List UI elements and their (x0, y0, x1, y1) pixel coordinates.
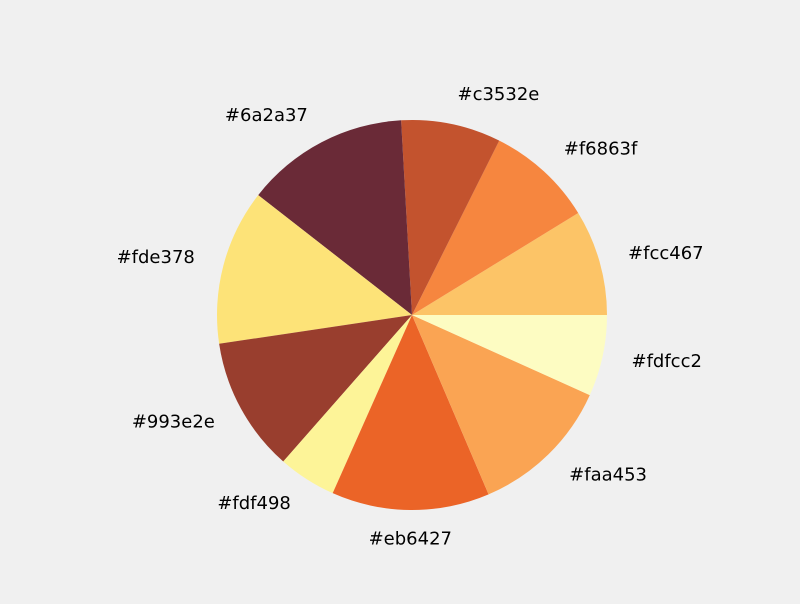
pie-slice (219, 315, 412, 462)
pie-slice (401, 120, 500, 315)
slice-label: #faa453 (569, 464, 647, 485)
pie-labels: #fcc467 #f6863f #c3532e #6a2a37 #fde378 #993e… (117, 84, 704, 549)
slice-label: #eb6427 (369, 528, 452, 549)
slice-label: #c3532e (458, 84, 540, 105)
slice-label: #6a2a37 (225, 105, 308, 126)
pie-slice (412, 315, 607, 396)
slice-label: #f6863f (564, 139, 638, 160)
pie-slice (412, 213, 607, 315)
pie-slice (332, 315, 489, 511)
slice-label: #993e2e (132, 411, 215, 432)
pie-slice (217, 195, 412, 344)
pie-slice (412, 140, 579, 315)
pie-slice (283, 315, 412, 494)
slice-label: #fdf498 (217, 493, 291, 514)
slice-label: #fcc467 (628, 243, 704, 264)
pie-slices (217, 120, 607, 511)
pie-slice (258, 120, 412, 315)
slice-label: #fdfcc2 (631, 351, 701, 372)
slice-label: #fde378 (117, 247, 195, 268)
pie-slice (412, 315, 590, 495)
